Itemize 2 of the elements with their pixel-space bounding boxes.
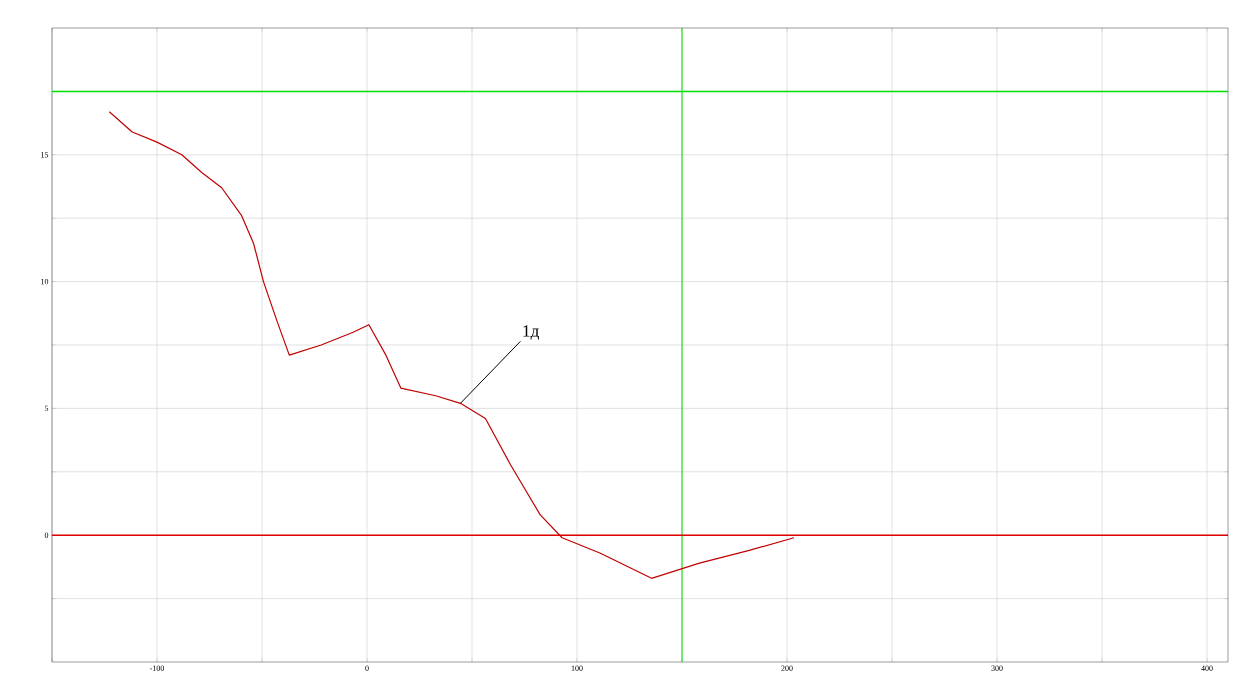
line-series	[108, 111, 795, 579]
annotation: 1д	[523, 325, 539, 340]
